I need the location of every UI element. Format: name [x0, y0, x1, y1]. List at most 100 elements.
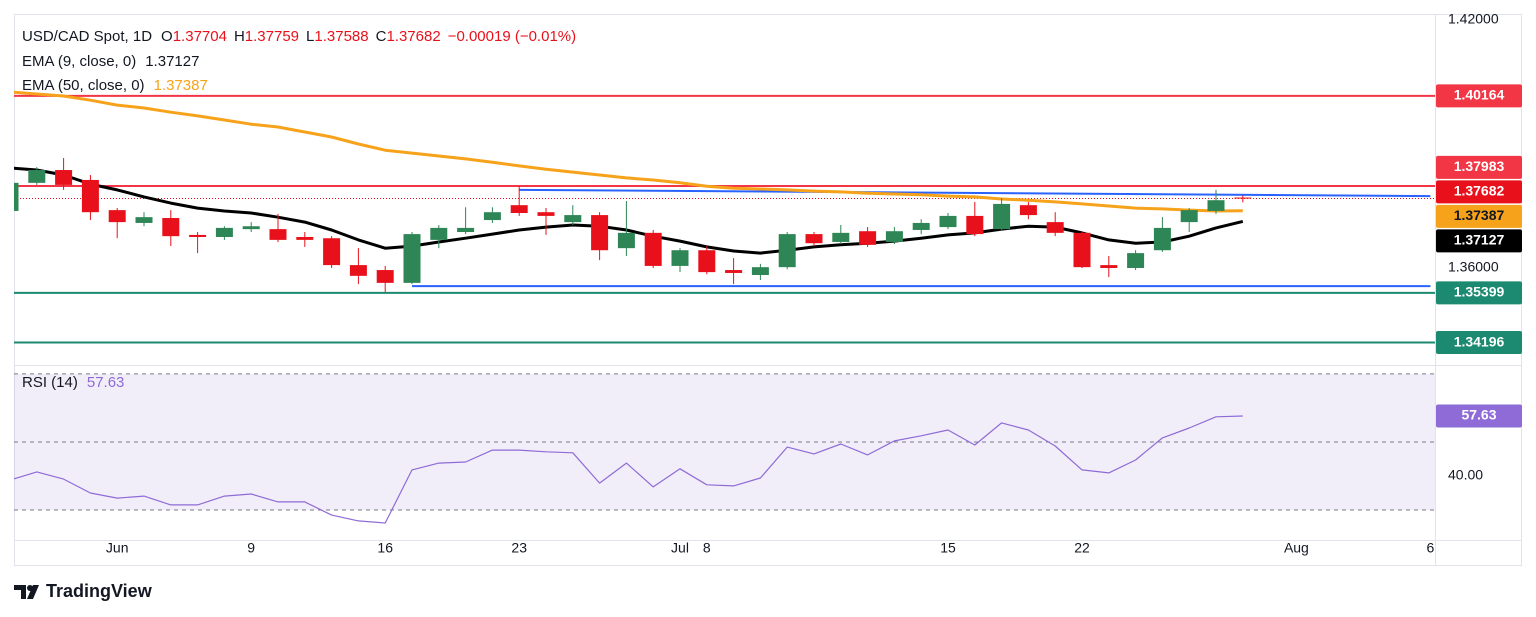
x-tick-label: 8: [703, 540, 711, 556]
logo-icon: [14, 585, 39, 599]
level-tag: 1.34196: [1454, 333, 1505, 349]
candle-body: [1127, 253, 1145, 268]
x-tick-label: 23: [511, 540, 527, 556]
change-value: −0.00019 (−0.01%): [448, 28, 576, 45]
logo-text: TradingView: [46, 581, 153, 601]
ohlc-label: O: [161, 28, 173, 45]
level-tag: 1.40164: [1454, 87, 1505, 103]
rsi-tag-bg: [1436, 404, 1522, 428]
ema-tag: 1.37127: [1454, 232, 1505, 248]
candle-body: [966, 215, 984, 235]
level-tag: 1.35399: [1454, 284, 1505, 300]
candle-body: [162, 217, 180, 237]
ohlc-label: H: [234, 28, 245, 45]
candle-body: [510, 205, 528, 214]
ema-legend: EMA (50, close, 0) 1.37387: [22, 77, 208, 94]
candle-body: [832, 232, 850, 242]
candle-body: [859, 231, 877, 245]
candle-body: [1153, 227, 1171, 251]
candle-body: [269, 229, 287, 240]
level-tag-bg: [1436, 281, 1522, 305]
rsi-line: [14, 415, 1243, 524]
candle-body: [912, 222, 930, 230]
overlay: 40.00 1.42000 1.36000 Jun 9 16 23 Jul 8 15 22 Aug 6 1…: [22, 11, 1522, 556]
candle-body: [725, 270, 743, 273]
candle-body: [81, 179, 99, 213]
level-tag-bg: [1436, 84, 1522, 108]
candle-body: [1207, 200, 1225, 211]
candle-body: [591, 215, 609, 251]
candle-body: [698, 250, 716, 273]
x-tick-label: 22: [1074, 540, 1090, 556]
header: USD/CAD Spot, 1D O1.37704 H1.37759 L1.37588…: [22, 28, 576, 45]
ema-legend-value: 1.37127: [145, 53, 199, 70]
candle-body: [564, 215, 582, 223]
candle-body: [296, 236, 314, 240]
candle-body: [644, 232, 662, 266]
rsi-legend-name: RSI (14): [22, 374, 78, 391]
candle-body: [55, 170, 73, 185]
plot-area: [14, 90, 1435, 524]
ema-tag: 1.37387: [1454, 207, 1505, 223]
x-tick-label: 15: [940, 540, 956, 556]
ema-tag-bg: [1436, 229, 1522, 253]
ohlc-value: 1.37682: [386, 28, 440, 45]
ohlc-value: 1.37704: [173, 28, 227, 45]
candle-body: [215, 227, 233, 237]
candle-body: [1100, 265, 1118, 268]
candle-body: [483, 212, 501, 221]
candle-body: [457, 227, 475, 233]
level-tag-bg: [1436, 331, 1522, 355]
candle-body: [323, 238, 341, 266]
candle-body: [537, 212, 555, 216]
candle-body: [993, 203, 1011, 230]
x-tick-label: 16: [377, 540, 393, 556]
trend-line: [519, 188, 1431, 198]
candle-body: [403, 234, 421, 283]
candle-body: [376, 270, 394, 283]
price-tag-bg: [1436, 180, 1522, 204]
candle-body: [1180, 210, 1198, 223]
x-tick-label: Jul: [671, 540, 689, 556]
candle-body: [1073, 232, 1091, 268]
candle-body: [617, 232, 635, 249]
candle-body: [242, 226, 260, 230]
rsi-band: [14, 373, 1435, 511]
x-tick-label: Aug: [1284, 540, 1309, 556]
candle-body: [108, 210, 126, 223]
candle-body: [885, 231, 903, 242]
ema-legend-name: EMA (50, close, 0): [22, 77, 145, 94]
candle-body: [14, 182, 19, 211]
level-tag: 1.37983: [1454, 158, 1505, 174]
x-tick-label: 9: [247, 540, 255, 556]
price-tick-label: 1.36000: [1448, 259, 1499, 275]
rsi-legend-value: 57.63: [87, 374, 125, 391]
ohlc-value: 1.37588: [314, 28, 368, 45]
candle-body: [189, 234, 207, 237]
candle-body: [349, 265, 367, 276]
ema-legend-name: EMA (9, close, 0): [22, 53, 136, 70]
candle-body: [28, 170, 46, 183]
ema-legend-value: 1.37387: [154, 77, 208, 94]
rsi-tick-label: 40.00: [1448, 467, 1483, 483]
candle-body: [939, 215, 957, 228]
candle-body: [751, 267, 769, 276]
candle-body: [430, 227, 448, 240]
logo-dot: [27, 585, 33, 591]
rsi-legend: RSI (14) 57.63: [22, 374, 124, 391]
rsi-tag: 57.63: [1461, 407, 1496, 423]
symbol-title: USD/CAD Spot, 1D: [22, 28, 152, 45]
candle-body: [1019, 205, 1037, 216]
ohlc-value: 1.37759: [245, 28, 299, 45]
ohlc-label: L: [306, 28, 314, 45]
ohlc-label: C: [376, 28, 387, 45]
candle-body: [778, 234, 796, 268]
ema-line: [14, 90, 1243, 213]
x-tick-label: 6: [1427, 540, 1435, 556]
candle-body: [805, 234, 823, 244]
price-tick-label: 1.42000: [1448, 11, 1499, 27]
price-tag: 1.37682: [1454, 183, 1505, 199]
candle-body: [1046, 222, 1064, 233]
candle-body: [671, 250, 689, 266]
